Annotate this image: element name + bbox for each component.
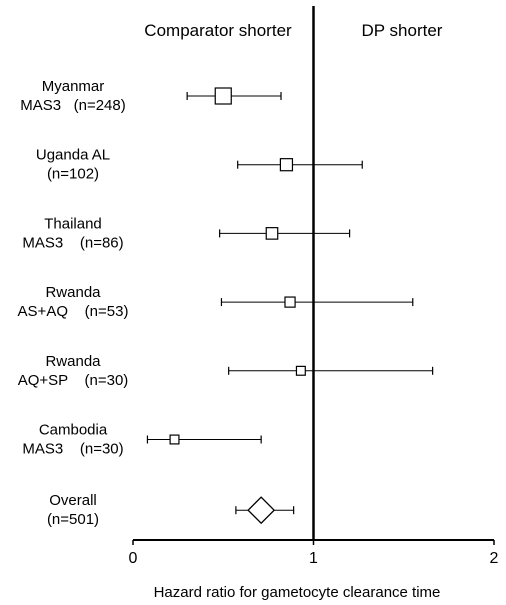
hr-marker [265, 227, 279, 240]
x-axis: 0 1 2 [129, 539, 499, 567]
row-label-line1: Myanmar [42, 78, 105, 95]
row-label-line2: MAS3 (n=30) [22, 441, 123, 458]
row-label-line2: AQ+SP (n=30) [18, 372, 129, 389]
hr-marker [169, 434, 180, 445]
row-label-line1: Overall [49, 492, 97, 509]
row-label-line1: Cambodia [39, 422, 108, 439]
right-side-label: DP shorter [362, 21, 443, 40]
x-tick-label: 1 [309, 550, 318, 567]
hr-marker [284, 296, 296, 308]
hr-marker [214, 87, 232, 105]
row-label-line1: Rwanda [45, 284, 101, 301]
study-rows: Myanmar MAS3 (n=248) Uganda AL (n=102) Thail… [18, 78, 434, 528]
row-label-line1: Thailand [44, 215, 102, 232]
x-tick-label: 2 [490, 550, 499, 567]
row-label-line1: Rwanda [45, 353, 101, 370]
x-tick-label: 0 [129, 550, 138, 567]
row-label-line2: (n=102) [47, 166, 99, 183]
hr-marker [279, 158, 294, 172]
left-side-label: Comparator shorter [144, 21, 292, 40]
row-label-line2: MAS3 (n=248) [20, 97, 125, 114]
row-label-line1: Uganda AL [36, 147, 110, 164]
overall-diamond [247, 496, 276, 525]
row-label-line2: (n=501) [47, 511, 99, 528]
row-label-line2: MAS3 (n=86) [22, 234, 123, 251]
row-label-line2: AS+AQ (n=53) [18, 303, 129, 320]
hr-marker [295, 365, 306, 376]
x-axis-label: Hazard ratio for gametocyte clearance ti… [154, 584, 441, 601]
